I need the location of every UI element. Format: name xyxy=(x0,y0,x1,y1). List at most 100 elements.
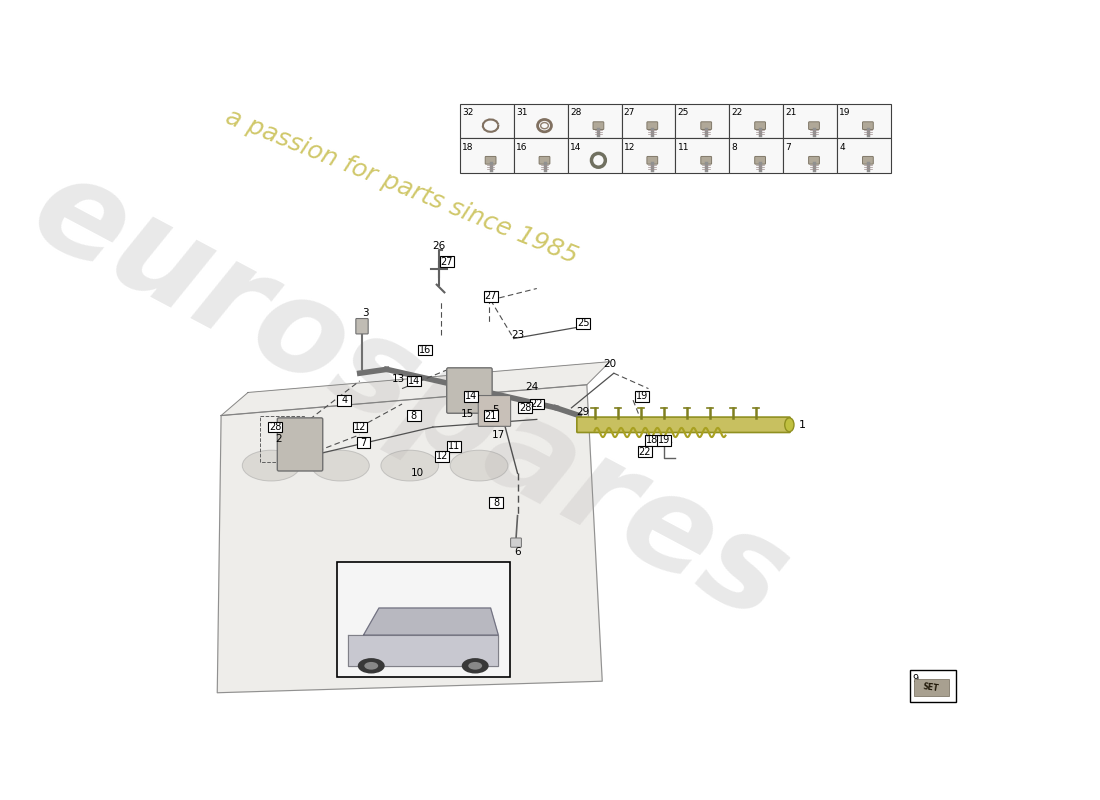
Text: 15: 15 xyxy=(461,409,474,419)
FancyBboxPatch shape xyxy=(484,291,497,302)
Text: 31: 31 xyxy=(516,108,528,118)
FancyBboxPatch shape xyxy=(701,122,712,130)
Text: 12: 12 xyxy=(436,451,449,462)
FancyBboxPatch shape xyxy=(268,422,282,433)
Text: 22: 22 xyxy=(732,108,742,118)
FancyBboxPatch shape xyxy=(464,391,478,402)
FancyBboxPatch shape xyxy=(338,394,351,406)
Text: 14: 14 xyxy=(570,143,581,152)
Bar xyxy=(729,138,783,173)
Text: 18: 18 xyxy=(462,143,474,152)
Text: SET: SET xyxy=(923,682,939,693)
Text: 6: 6 xyxy=(514,547,521,557)
Text: eurospares: eurospares xyxy=(11,144,808,648)
Text: 28: 28 xyxy=(519,403,531,413)
Text: 17: 17 xyxy=(492,430,505,440)
FancyBboxPatch shape xyxy=(490,497,503,508)
FancyBboxPatch shape xyxy=(530,398,543,410)
FancyBboxPatch shape xyxy=(593,122,604,130)
FancyBboxPatch shape xyxy=(638,446,651,457)
Polygon shape xyxy=(221,362,609,415)
Text: 8: 8 xyxy=(493,498,499,507)
Bar xyxy=(783,138,837,173)
FancyBboxPatch shape xyxy=(755,122,766,130)
FancyBboxPatch shape xyxy=(657,435,671,446)
Text: 4: 4 xyxy=(839,143,845,152)
Ellipse shape xyxy=(364,662,378,670)
FancyBboxPatch shape xyxy=(356,437,371,448)
Bar xyxy=(260,415,305,462)
Text: 7: 7 xyxy=(361,438,366,447)
FancyBboxPatch shape xyxy=(485,157,496,164)
Text: 21: 21 xyxy=(484,410,497,421)
FancyBboxPatch shape xyxy=(484,410,497,421)
Text: 10: 10 xyxy=(411,468,424,478)
Text: 23: 23 xyxy=(510,330,525,340)
Ellipse shape xyxy=(469,662,482,670)
Text: 32: 32 xyxy=(462,108,473,118)
Text: 20: 20 xyxy=(604,359,616,369)
Text: 13: 13 xyxy=(392,374,405,384)
Ellipse shape xyxy=(381,450,439,481)
Bar xyxy=(837,138,891,173)
Text: a passion for parts since 1985: a passion for parts since 1985 xyxy=(222,105,582,269)
FancyBboxPatch shape xyxy=(510,538,521,547)
Text: 2: 2 xyxy=(275,434,283,444)
Bar xyxy=(337,562,510,678)
Text: 22: 22 xyxy=(530,399,543,409)
FancyBboxPatch shape xyxy=(440,256,453,267)
Text: 19: 19 xyxy=(839,108,851,118)
Text: 14: 14 xyxy=(407,376,420,386)
Polygon shape xyxy=(218,385,603,693)
Bar xyxy=(837,104,891,138)
FancyBboxPatch shape xyxy=(436,451,449,462)
FancyBboxPatch shape xyxy=(808,157,820,164)
Bar xyxy=(621,138,675,173)
Text: 21: 21 xyxy=(785,108,796,118)
Bar xyxy=(460,104,514,138)
Text: 11: 11 xyxy=(678,143,690,152)
FancyBboxPatch shape xyxy=(636,391,649,402)
FancyBboxPatch shape xyxy=(353,422,366,433)
Text: 8: 8 xyxy=(732,143,737,152)
FancyBboxPatch shape xyxy=(647,157,658,164)
FancyBboxPatch shape xyxy=(701,157,712,164)
FancyBboxPatch shape xyxy=(448,441,461,452)
FancyBboxPatch shape xyxy=(407,375,420,386)
FancyBboxPatch shape xyxy=(862,122,873,130)
Text: 27: 27 xyxy=(484,291,497,302)
Ellipse shape xyxy=(311,450,370,481)
Bar xyxy=(568,104,622,138)
FancyBboxPatch shape xyxy=(447,368,492,414)
Polygon shape xyxy=(363,608,498,635)
FancyBboxPatch shape xyxy=(277,418,322,471)
FancyBboxPatch shape xyxy=(418,345,432,355)
Text: 1: 1 xyxy=(799,420,806,430)
Bar xyxy=(621,104,675,138)
Text: 25: 25 xyxy=(576,318,590,328)
Text: 18: 18 xyxy=(646,435,659,445)
Text: 9: 9 xyxy=(913,674,918,683)
Text: 12: 12 xyxy=(624,143,635,152)
Ellipse shape xyxy=(242,450,300,481)
Text: 27: 27 xyxy=(440,257,453,266)
Text: 24: 24 xyxy=(525,382,538,392)
Text: 5: 5 xyxy=(493,405,499,415)
Text: 4: 4 xyxy=(341,395,348,405)
Bar xyxy=(675,138,729,173)
FancyBboxPatch shape xyxy=(862,157,873,164)
Bar xyxy=(914,679,948,696)
Text: 3: 3 xyxy=(363,308,370,318)
Ellipse shape xyxy=(450,450,508,481)
Text: 25: 25 xyxy=(678,108,689,118)
FancyBboxPatch shape xyxy=(576,318,590,329)
Ellipse shape xyxy=(784,418,794,432)
Text: 19: 19 xyxy=(636,391,648,402)
Text: 16: 16 xyxy=(516,143,528,152)
Text: 12: 12 xyxy=(353,422,366,432)
Ellipse shape xyxy=(462,658,488,674)
Ellipse shape xyxy=(358,658,385,674)
FancyBboxPatch shape xyxy=(576,417,790,433)
FancyBboxPatch shape xyxy=(647,122,658,130)
Text: 27: 27 xyxy=(624,108,635,118)
